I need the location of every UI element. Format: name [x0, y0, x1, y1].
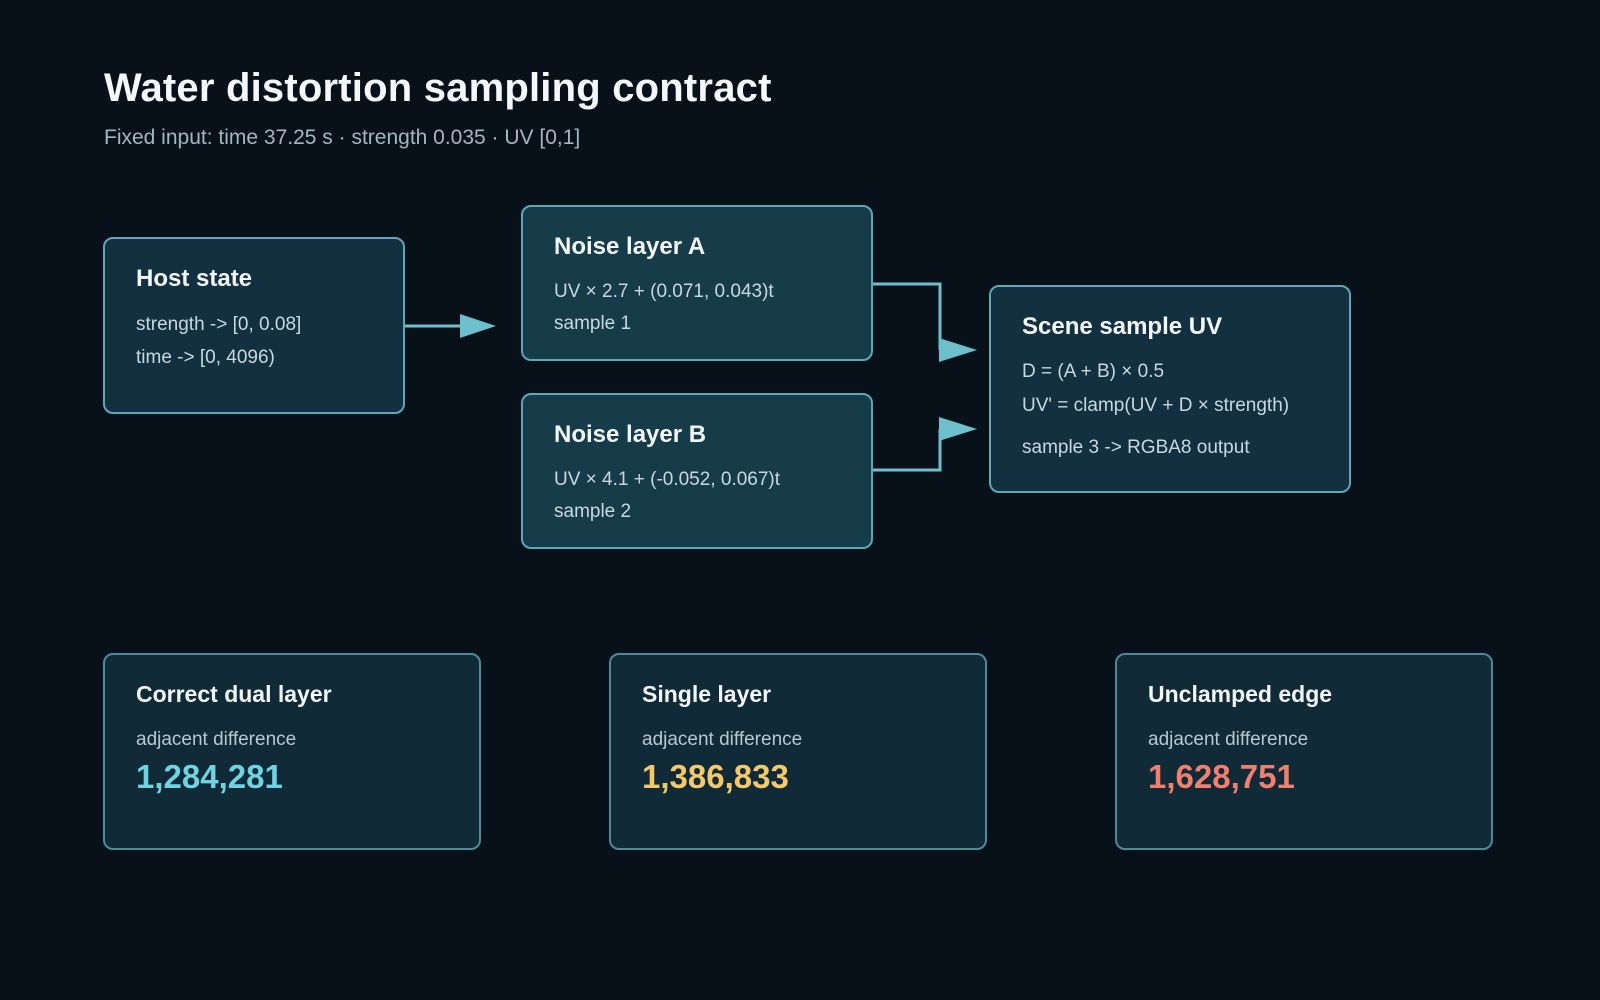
arrow-noise-a-to-scene	[873, 282, 977, 362]
noise-layer-a-formula: UV × 2.7 + (0.071, 0.043)t	[554, 281, 774, 302]
scene-sample-uv-node: Scene sample UV D = (A + B) × 0.5 UV' = …	[989, 285, 1351, 493]
host-state-node: Host state strength -> [0, 0.08] time ->…	[103, 237, 405, 414]
result-card-correct-dual-layer: Correct dual layer adjacent difference 1…	[103, 653, 481, 850]
scene-sample-uv-clamp: UV' = clamp(UV + D × strength)	[1022, 395, 1290, 416]
host-state-title: Host state	[136, 265, 253, 292]
page-title: Water distortion sampling contract	[104, 66, 772, 110]
result-card-unclamped-edge: Unclamped edge adjacent difference 1,628…	[1115, 653, 1493, 850]
host-state-time-range: time -> [0, 4096)	[136, 347, 275, 368]
scene-sample-uv-distortion: D = (A + B) × 0.5	[1022, 361, 1165, 382]
card-title: Correct dual layer	[136, 681, 332, 707]
card-metric-value: 1,386,833	[642, 758, 789, 795]
card-title: Unclamped edge	[1148, 681, 1333, 707]
noise-layer-a-sample: sample 1	[554, 313, 632, 334]
noise-layer-a-title: Noise layer A	[554, 233, 706, 260]
arrow-host-to-noise	[405, 314, 496, 338]
card-metric-value: 1,628,751	[1148, 758, 1295, 795]
host-state-strength-range: strength -> [0, 0.08]	[136, 314, 302, 335]
card-metric-label: adjacent difference	[136, 729, 297, 750]
noise-layer-b-sample: sample 2	[554, 501, 632, 522]
scene-sample-uv-output: sample 3 -> RGBA8 output	[1022, 437, 1250, 458]
page-subtitle: Fixed input: time 37.25 s · strength 0.0…	[104, 126, 581, 149]
card-title: Single layer	[642, 681, 772, 707]
arrow-noise-b-to-scene	[873, 417, 977, 472]
card-metric-value: 1,284,281	[136, 758, 283, 795]
noise-layer-b-formula: UV × 4.1 + (-0.052, 0.067)t	[554, 469, 781, 490]
noise-layer-b-title: Noise layer B	[554, 421, 707, 448]
noise-layer-b-node: Noise layer B UV × 4.1 + (-0.052, 0.067)…	[521, 393, 873, 549]
card-metric-label: adjacent difference	[1148, 729, 1309, 750]
noise-layer-a-node: Noise layer A UV × 2.7 + (0.071, 0.043)t…	[521, 205, 873, 361]
result-card-single-layer: Single layer adjacent difference 1,386,8…	[609, 653, 987, 850]
card-metric-label: adjacent difference	[642, 729, 803, 750]
scene-sample-uv-title: Scene sample UV	[1022, 313, 1223, 340]
